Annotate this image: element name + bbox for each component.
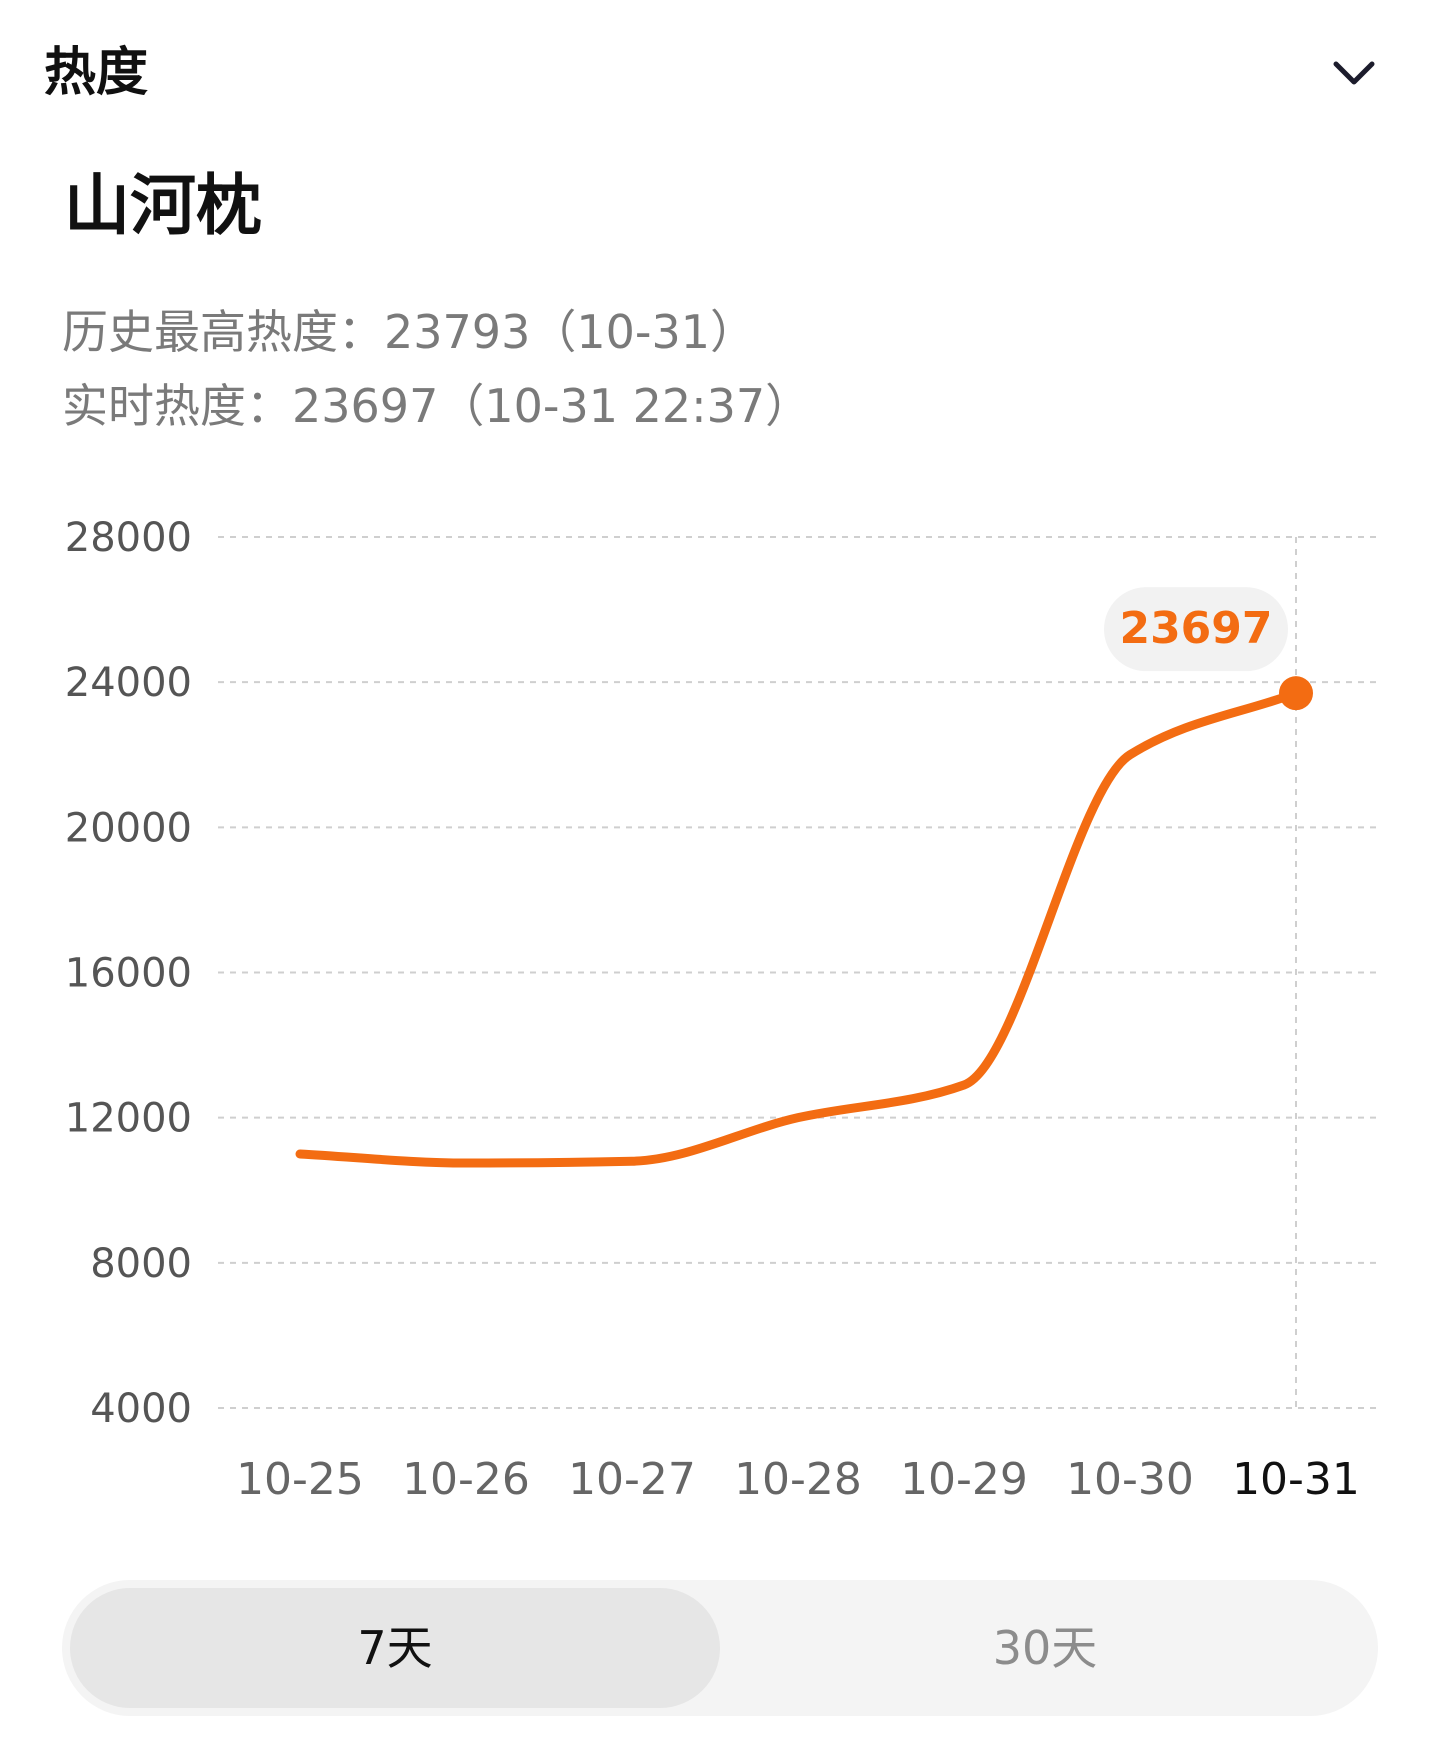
value-callout-label: 23697 [1119, 603, 1272, 654]
live-heat-label: 实时热度： [62, 379, 292, 433]
card-header: 热度 [44, 38, 1384, 108]
x-tick-label: 10-28 [734, 1454, 862, 1505]
x-tick-label: 10-26 [402, 1454, 530, 1505]
highlight-point [1279, 676, 1313, 711]
y-tick-label: 28000 [65, 515, 192, 561]
value-callout-bubble [1104, 587, 1288, 672]
range-option-30d[interactable]: 30天 [992, 1621, 1098, 1675]
y-tick-label: 20000 [65, 805, 192, 851]
heat-chart: 28000 24000 20000 16000 12000 8000 4000 10-25 10… [0, 480, 1440, 1540]
peak-heat-label: 历史最高热度： [62, 305, 384, 359]
range-switch: 7天 30天 [62, 1580, 1378, 1716]
collapse-button[interactable] [1324, 48, 1384, 98]
chevron-down-icon [1333, 61, 1375, 85]
x-tick-label: 10-30 [1066, 1454, 1194, 1505]
y-tick-label: 16000 [65, 951, 192, 997]
peak-heat-value: 23793（10-31） [384, 305, 756, 359]
section-title: 热度 [44, 43, 149, 103]
y-tick-label: 4000 [90, 1386, 192, 1432]
heat-chart-svg: 28000 24000 20000 16000 12000 8000 4000 10-25 10… [65, 515, 1376, 1505]
x-tick-label: 10-31 [1232, 1454, 1360, 1505]
y-tick-label: 24000 [65, 660, 192, 706]
series-line [295, 688, 1301, 1168]
x-tick-label: 10-25 [236, 1454, 364, 1505]
x-tick-label: 10-29 [900, 1454, 1028, 1505]
live-heat-value: 23697（10-31 22:37） [292, 379, 812, 433]
peak-heat-stat: 历史最高热度：23793（10-31） [62, 302, 756, 362]
subject-title: 山河枕 [64, 167, 262, 244]
y-tick-label: 12000 [65, 1096, 192, 1142]
range-option-7d[interactable]: 7天 [70, 1588, 720, 1708]
live-heat-stat: 实时热度：23697（10-31 22:37） [62, 376, 811, 436]
y-tick-label: 8000 [90, 1241, 192, 1287]
x-tick-label: 10-27 [568, 1454, 696, 1505]
